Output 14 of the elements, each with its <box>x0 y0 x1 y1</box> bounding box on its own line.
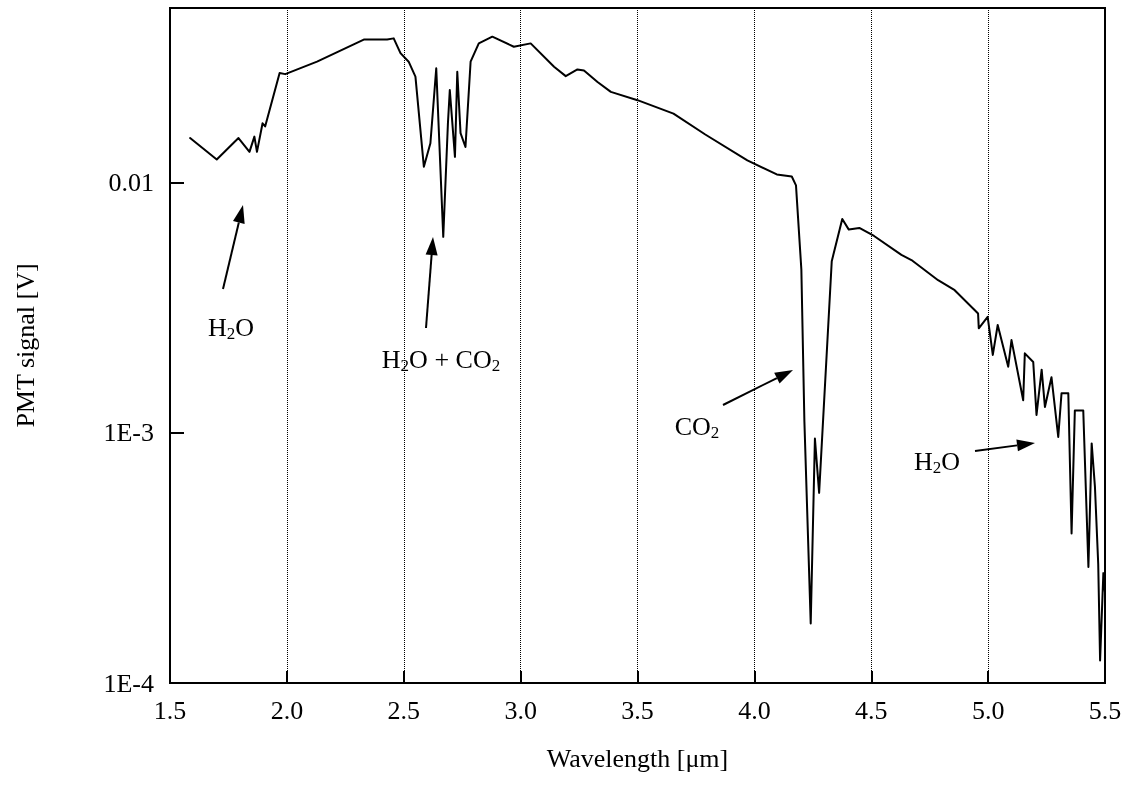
y-axis-title: PMT signal [V] <box>10 263 40 428</box>
y-tick-label: 0.01 <box>108 168 154 198</box>
x-tick-label: 4.5 <box>855 695 888 725</box>
x-tick-label: 2.5 <box>387 695 420 725</box>
x-tick-label: 3.0 <box>504 695 537 725</box>
x-tick-label: 5.5 <box>1088 695 1122 725</box>
x-axis-title: Wavelength [μm] <box>546 743 729 773</box>
x-tick-label: 3.5 <box>621 695 654 725</box>
y-tick-label: 1E-3 <box>103 418 154 448</box>
y-tick-label: 1E-4 <box>103 668 154 698</box>
x-tick-label: 5.0 <box>971 695 1005 725</box>
x-tick-label: 1.5 <box>153 695 187 725</box>
x-tick-label: 4.0 <box>738 695 771 725</box>
x-tick-label: 2.0 <box>270 695 304 725</box>
